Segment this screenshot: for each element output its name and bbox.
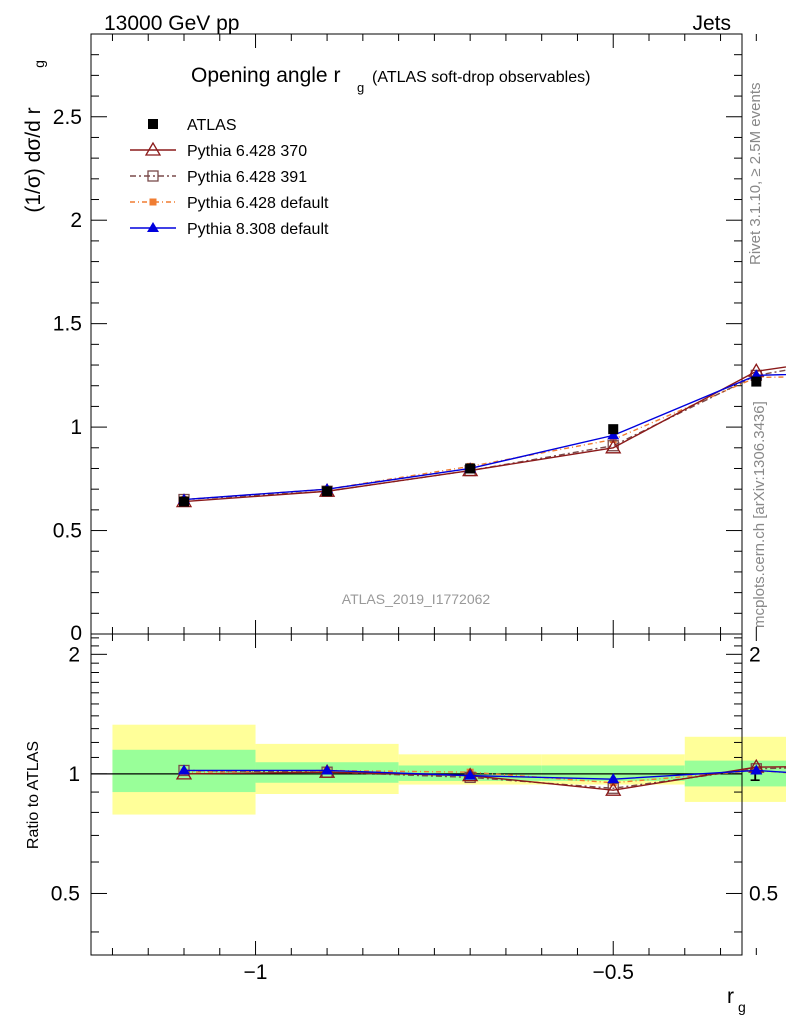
x-tick-label: −0.5 — [592, 961, 633, 984]
analysis-watermark: ATLAS_2019_I1772062 — [342, 591, 491, 607]
plot-title: Opening angle r — [191, 64, 340, 87]
ratio-point-p8def — [178, 764, 190, 775]
ratio-line-p391 — [183, 767, 786, 789]
legend-marker-p8def — [147, 222, 159, 232]
xlabel: r — [727, 985, 734, 1008]
plot-title-subscript: g — [357, 80, 364, 95]
y-tick-label: 1.5 — [53, 313, 82, 336]
legend-label-p370: Pythia 6.428 370 — [187, 143, 307, 160]
x-tick-label: −1 — [244, 961, 268, 984]
data-point-p370 — [605, 439, 622, 454]
ratio-y-tick-label: 1 — [68, 763, 80, 786]
data-point-atlas — [465, 463, 476, 474]
legend-label-p8def: Pythia 8.308 default — [187, 221, 329, 238]
y-tick-label: 2 — [70, 209, 82, 232]
data-point-atlas — [179, 496, 189, 507]
ratio-point-p8def — [321, 764, 334, 775]
header-right: Jets — [692, 12, 731, 35]
legend: ATLAS Pythia 6.428 370 Pythia 6.428 391 Pyt… — [130, 117, 329, 238]
ratio-point-p8def — [750, 764, 763, 775]
legend-marker-p370 — [144, 141, 162, 156]
y-tick-label-zero: 0 — [70, 622, 82, 645]
legend-marker-atlas — [148, 119, 158, 129]
ratio-line-p370 — [183, 766, 786, 791]
data-point-p8def — [607, 429, 620, 440]
ratio-point-p8def — [607, 773, 620, 784]
ratio-point-p370 — [605, 781, 622, 796]
series-line-p8def — [183, 373, 786, 501]
y-tick-label: 1 — [70, 416, 82, 439]
ratio-point-p370 — [462, 767, 479, 782]
legend-marker-p391 — [147, 170, 159, 182]
ratio-frame — [90, 633, 743, 956]
y-tick-label: 0.5 — [53, 520, 82, 543]
legend-marker-p6def — [149, 198, 157, 206]
plot-title-paren: (ATLAS soft-drop observables) — [372, 69, 590, 86]
xlabel-subscript: g — [738, 999, 746, 1015]
main-ylabel-group: (1/σ) dσ/d r — [22, 107, 45, 212]
ratio-y-tick-label: 0.5 — [51, 882, 80, 905]
legend-label-p391: Pythia 6.428 391 — [187, 169, 307, 186]
data-point-atlas — [322, 486, 333, 497]
ratio-ylabel: Ratio to ATLAS — [25, 741, 42, 849]
series-line-p391 — [183, 369, 786, 501]
ratio-line-p8def — [184, 769, 786, 780]
data-point-atlas — [608, 424, 619, 435]
ratio-panel: −1−0.50.50.51122 — [51, 633, 786, 984]
ratio-y-tick-label: 2 — [68, 643, 80, 666]
ratio-y-tick-label-right: 0.5 — [749, 882, 778, 905]
series-line-p370 — [183, 366, 786, 503]
legend-label-p6def: Pythia 6.428 default — [187, 195, 329, 212]
ratio-y-tick-label-right: 2 — [749, 643, 761, 666]
rivet-label: Rivet 3.1.10, ≥ 2.5M events — [747, 83, 764, 266]
main-ylabel: (1/σ) dσ/d r — [22, 107, 45, 212]
main-ylabel-subscript: g — [31, 60, 47, 68]
mcplots-label: mcplots.cern.ch [arXiv:1306.3436] — [751, 401, 768, 628]
data-point-atlas — [751, 376, 762, 387]
main-panel: 0.5 1 1.5 2 2.5 0 — [53, 33, 786, 645]
ratio-point-p8def — [464, 769, 477, 780]
series-line-p6def — [183, 376, 786, 501]
legend-label-atlas: ATLAS — [187, 117, 237, 134]
header-left: 13000 GeV pp — [104, 12, 239, 35]
y-tick-label: 2.5 — [53, 106, 82, 129]
